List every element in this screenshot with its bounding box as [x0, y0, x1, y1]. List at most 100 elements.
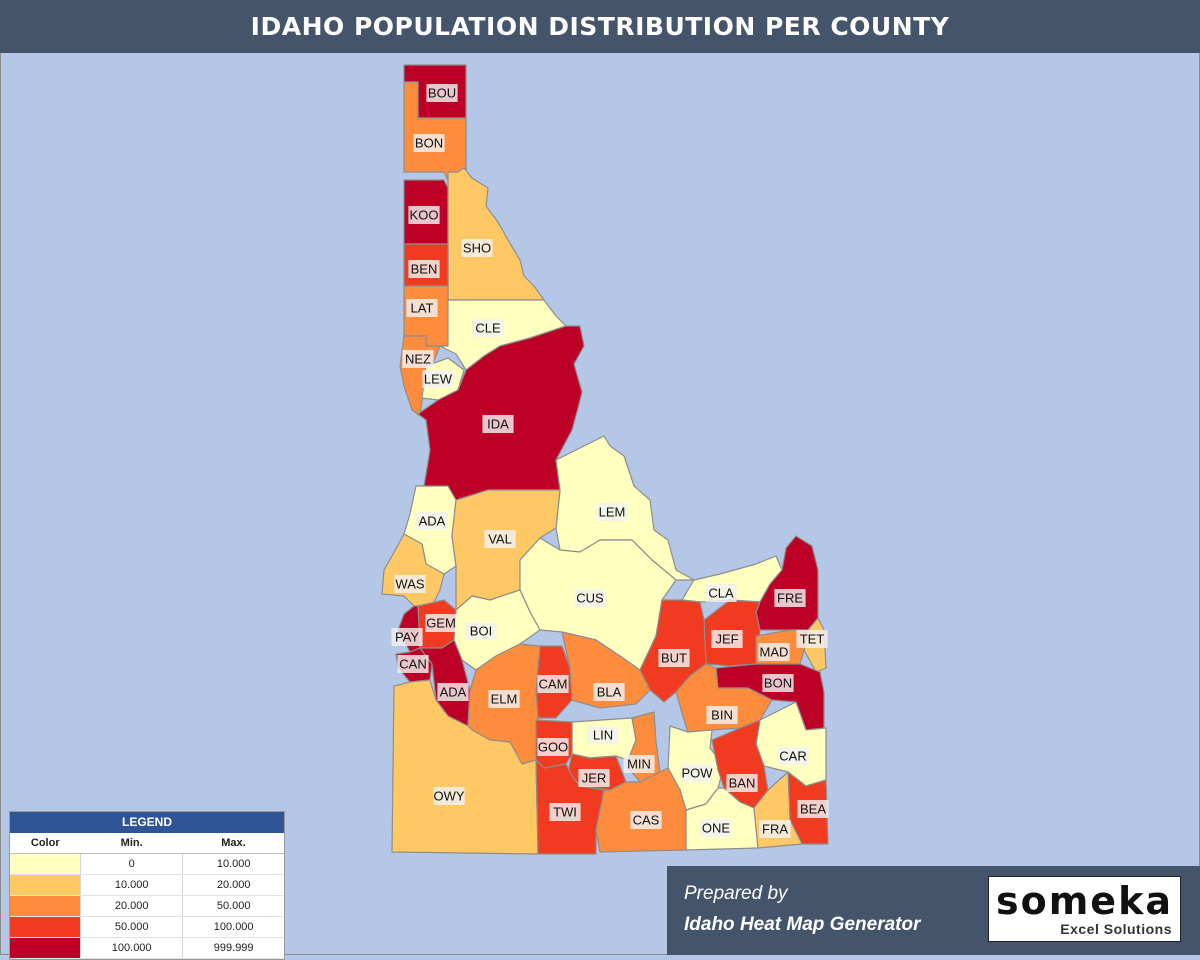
legend-max-value: 999.999 [182, 937, 284, 959]
county-label-background [397, 655, 429, 673]
county-label-jer: JER [582, 771, 607, 786]
county-label-but: BUT [661, 651, 687, 666]
legend-header-color: Color [10, 833, 81, 854]
county-label-lat: LAT [411, 301, 434, 316]
legend-min-value: 10.000 [79, 874, 183, 896]
county-label-background [759, 820, 791, 838]
county-label-cus: CUS [576, 591, 604, 606]
legend-max-value: 50.000 [182, 895, 284, 917]
county-label-lin: LIN [593, 728, 613, 743]
legend-min-value: 50.000 [79, 916, 183, 938]
legend-row: 20.000 50.000 [10, 895, 284, 917]
county-label-bou: BOU [428, 86, 456, 101]
someka-logo[interactable]: someka Excel Solutions [988, 876, 1181, 942]
legend-row: 0 10.000 [10, 853, 284, 875]
county-label-ida: IDA [487, 417, 509, 432]
county-label-bin: BIN [711, 708, 733, 723]
county-label-background [706, 706, 738, 724]
county-label-background [465, 622, 497, 640]
county-label-background [700, 819, 732, 837]
county-label-pay: PAY [395, 630, 419, 645]
county-label-sho: SHO [463, 241, 491, 256]
county-label-background [406, 299, 438, 317]
county-label-cle: CLE [475, 321, 501, 336]
county-label-owy: OWY [433, 789, 464, 804]
legend-min-value: 100.000 [79, 937, 183, 959]
county-label-pow: POW [681, 766, 713, 781]
county-label-background [408, 260, 440, 278]
county-label-background [774, 589, 806, 607]
county-label-background [488, 690, 520, 708]
county-labels: BOU BON KOO SHO BEN LAT CLE NEZ LEW IDA LEM ADA VAL W… [391, 84, 829, 838]
prepared-by-text: Prepared by [684, 883, 788, 904]
county-label-ben: BEN [411, 262, 438, 277]
legend-color-swatch [10, 895, 81, 917]
county-label-background [472, 319, 504, 337]
logo-tagline: Excel Solutions [1060, 921, 1172, 937]
legend: LEGEND Color Min. Max. 0 10.000 10.000 20.0… [9, 811, 285, 960]
county-label-background [705, 584, 737, 602]
promo-banner: Prepared by Idaho Heat Map Generator som… [667, 866, 1200, 955]
county-cas-shape[interactable] [595, 767, 687, 853]
county-label-background [394, 575, 426, 593]
county-label-background [433, 787, 465, 805]
county-label-background [658, 649, 690, 667]
county-label-twi: TWI [553, 805, 577, 820]
legend-max-value: 100.000 [182, 916, 284, 938]
county-label-background [537, 675, 569, 693]
county-bla-shape[interactable] [561, 631, 651, 709]
legend-min-value: 20.000 [79, 895, 183, 917]
county-label-background [578, 769, 610, 787]
county-label-fra: FRA [762, 822, 788, 837]
legend-max-value: 20.000 [182, 874, 284, 896]
county-label-fre: FRE [777, 591, 803, 606]
county-label-background [574, 589, 606, 607]
county-label-background [762, 674, 794, 692]
legend-max-value: 10.000 [182, 853, 284, 875]
county-label-background [777, 747, 809, 765]
county-label-background [549, 803, 581, 821]
logo-brand: someka [995, 879, 1173, 923]
county-label-cas: CAS [633, 813, 660, 828]
county-label-goo: GOO [538, 740, 568, 755]
county-label-car: CAR [779, 749, 806, 764]
county-label-background [758, 643, 790, 661]
page-title: IDAHO POPULATION DISTRIBUTION PER COUNTY [250, 12, 950, 41]
county-label-background [408, 206, 440, 224]
legend-table: Color Min. Max. 0 10.000 10.000 20.000 20.00… [10, 833, 284, 959]
county-label-one: ONE [702, 821, 731, 836]
county-sho-shape[interactable] [447, 167, 545, 301]
legend-rows: 0 10.000 10.000 20.000 20.000 50.000 50.000 100… [10, 853, 284, 959]
legend-color-swatch [10, 853, 81, 875]
legend-header-max: Max. [182, 833, 284, 854]
county-label-ban: BAN [729, 776, 756, 791]
county-label-background [726, 774, 758, 792]
county-label-val: VAL [488, 532, 512, 547]
county-label-background [630, 811, 662, 829]
legend-row: 50.000 100.000 [10, 916, 284, 938]
county-label-koo: KOO [410, 208, 439, 223]
county-label-boi: BOI [470, 624, 492, 639]
county-label-bla: BLA [597, 685, 622, 700]
county-label-cam: CAM [539, 677, 568, 692]
county-label-background [402, 350, 434, 368]
county-label-background [711, 630, 743, 648]
county-label-cla: CLA [708, 586, 734, 601]
legend-header-min: Min. [80, 833, 183, 854]
county-label-was: WAS [395, 577, 424, 592]
county-label-background [593, 683, 625, 701]
county-label-ada: ADA [419, 514, 446, 529]
county-label-background [482, 415, 514, 433]
county-label-background [623, 755, 655, 773]
county-label-background [461, 239, 493, 257]
county-label-lew: LEW [424, 372, 453, 387]
legend-color-swatch [10, 874, 81, 896]
county-label-background [437, 683, 469, 701]
county-label-background [596, 503, 628, 521]
legend-min-value: 0 [79, 853, 183, 875]
county-label-background [425, 614, 457, 632]
county-label-nez: NEZ [405, 352, 431, 367]
county-label-mad: MAD [760, 645, 789, 660]
legend-color-swatch [10, 916, 81, 938]
